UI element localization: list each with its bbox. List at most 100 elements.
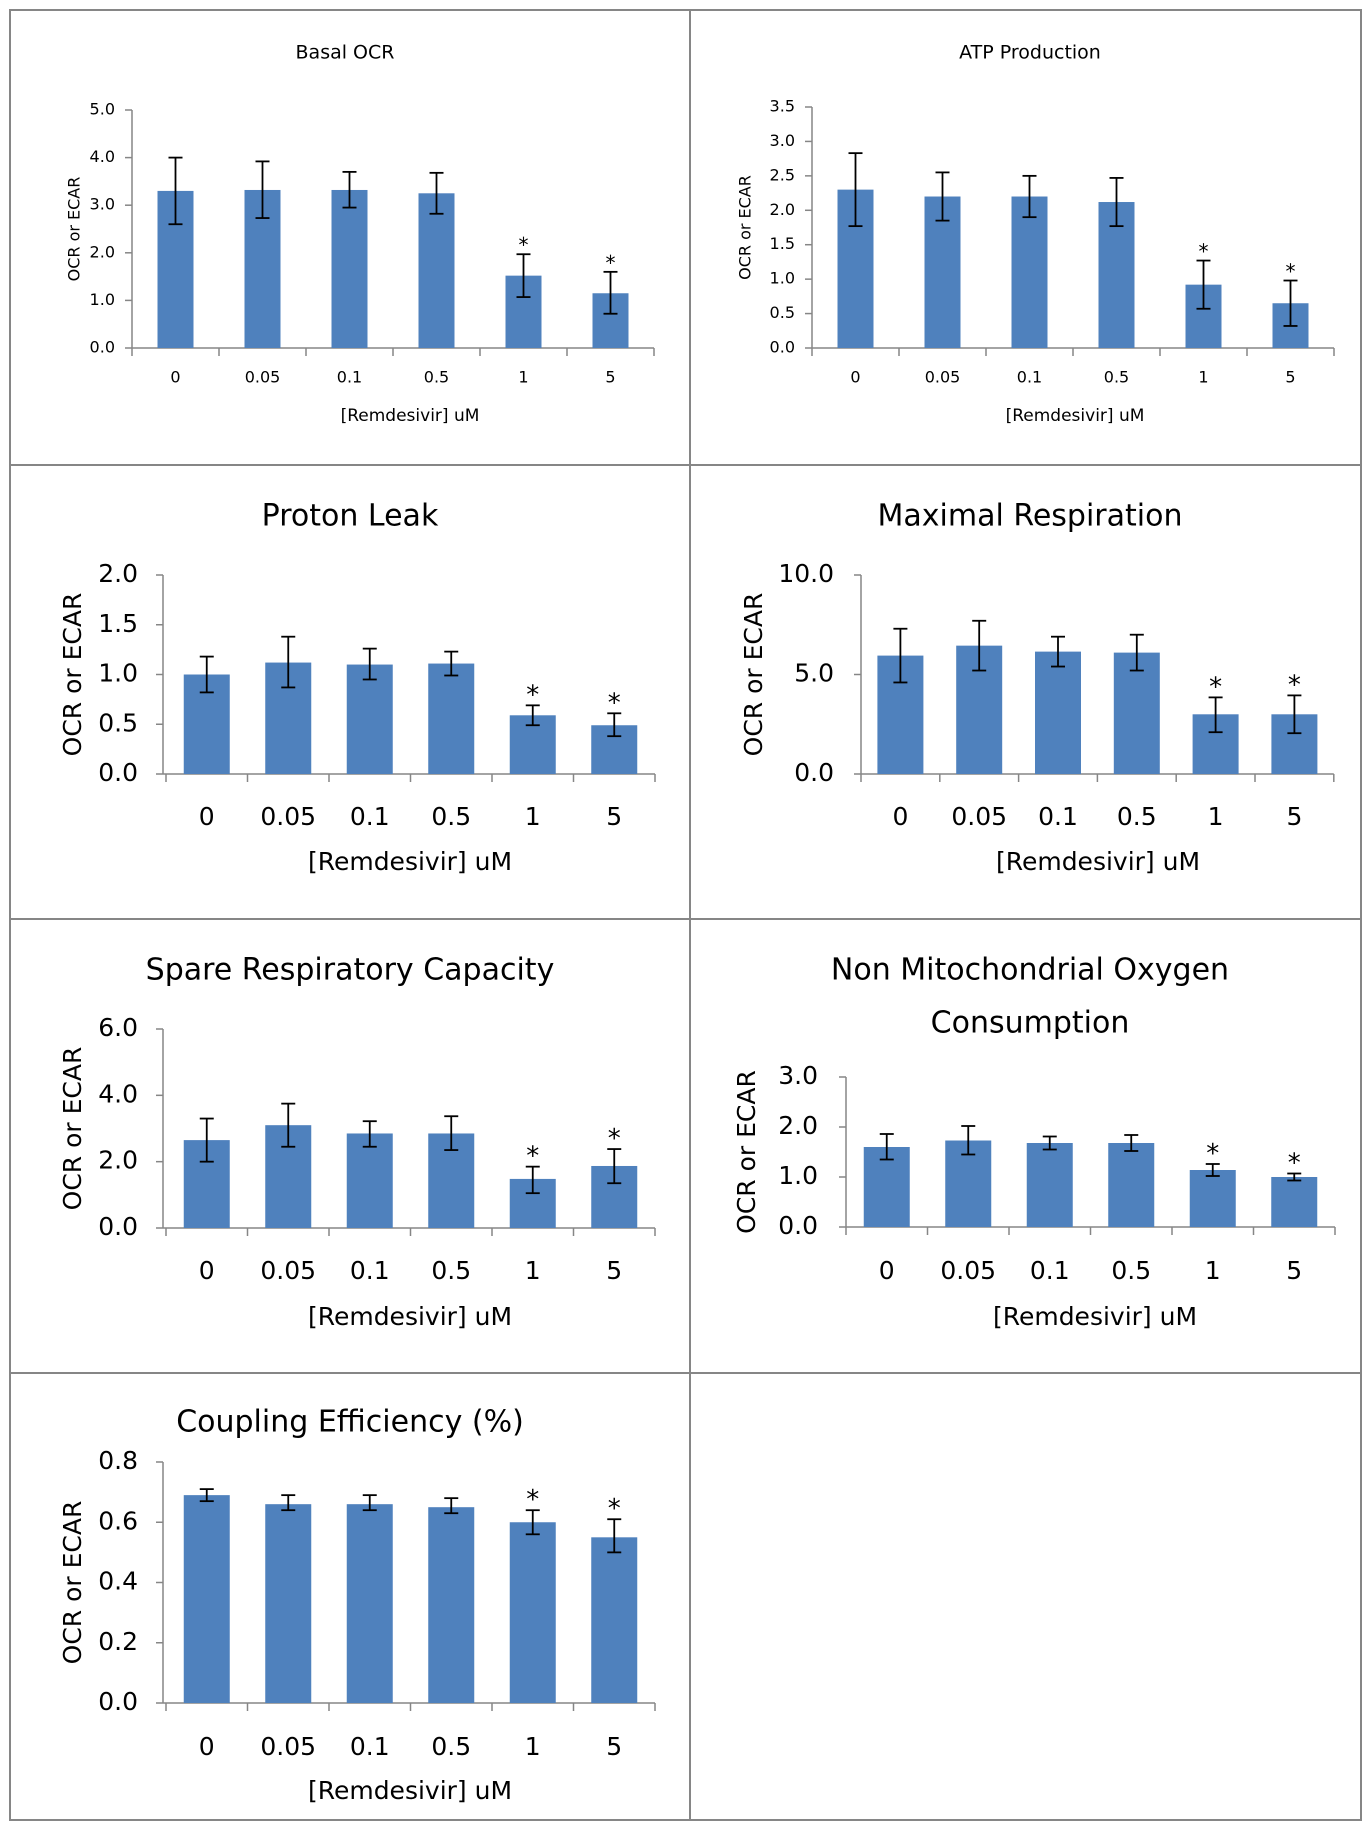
error-bar <box>1196 259 1211 310</box>
y-tick-label: 0.2 <box>98 1627 138 1656</box>
y-axis-label: OCR or ECAR <box>65 177 84 282</box>
chart-title: Basal OCR <box>296 42 395 64</box>
x-category-label: 0 <box>199 1732 215 1761</box>
x-category-label: 1 <box>525 802 541 831</box>
y-tick-label: 1.5 <box>770 234 795 253</box>
x-category-label: 1 <box>525 1256 541 1285</box>
error-bar <box>199 655 214 694</box>
significance-marker: * <box>526 1142 539 1172</box>
error-bar <box>525 704 540 727</box>
x-category-label: 0.5 <box>431 1732 471 1761</box>
x-category-label: 0.05 <box>940 1256 996 1285</box>
x-category-label: 0.05 <box>260 802 316 831</box>
y-tick-label: 3.0 <box>778 1061 818 1090</box>
error-bar <box>848 152 863 228</box>
x-category-label: 0 <box>170 368 180 387</box>
error-bar <box>525 1165 540 1195</box>
x-category-label: 5 <box>1286 802 1302 831</box>
y-tick-label: 2.0 <box>98 1146 138 1175</box>
y-tick-label: 4.0 <box>98 1079 138 1108</box>
x-category-label: 0 <box>850 368 860 387</box>
y-tick-label: 1.5 <box>98 609 138 638</box>
bar <box>591 1537 638 1703</box>
significance-marker: * <box>526 1485 539 1515</box>
x-axis-label: [Remdesivir] uM <box>308 1302 512 1331</box>
x-category-label: 5 <box>606 802 622 831</box>
y-tick-label: 0.5 <box>770 303 795 322</box>
chart-title-line-1: Non Mitochondrial Oxygen <box>831 953 1229 988</box>
y-tick-label: 6.0 <box>98 1013 138 1042</box>
y-tick-label: 3.5 <box>770 97 795 116</box>
significance-marker: * <box>608 688 621 718</box>
x-category-label: 0.1 <box>337 368 362 387</box>
significance-marker: * <box>1209 672 1222 702</box>
y-tick-label: 2.0 <box>778 1111 818 1140</box>
error-bar <box>607 1518 622 1554</box>
y-tick-label: 0.4 <box>98 1567 138 1596</box>
significance-marker: * <box>1288 1149 1301 1179</box>
chart-title: ATP Production <box>959 42 1101 64</box>
x-category-label: 5 <box>605 368 615 387</box>
error-bar <box>281 1102 296 1148</box>
error-bar <box>1208 696 1223 734</box>
x-category-label: 0.05 <box>951 802 1007 831</box>
chart-title-line-2: Consumption <box>931 1006 1130 1041</box>
x-category-label: 1 <box>1208 802 1224 831</box>
chart-proton-leak: Proton Leak 0.0 0.5 1.0 1.5 2.0 OCR or ECAR 0 0.… <box>58 499 656 876</box>
chart-title: Maximal Respiration <box>878 499 1183 534</box>
x-category-label: 1 <box>1198 368 1208 387</box>
y-tick-label: 2.0 <box>770 200 795 219</box>
y-tick-label: 10.0 <box>778 559 834 588</box>
error-bar <box>961 1125 976 1156</box>
y-tick-label: 0.0 <box>770 338 795 357</box>
x-category-label: 0.5 <box>1104 368 1129 387</box>
y-tick-label: 2.0 <box>98 559 138 588</box>
x-axis-label: [Remdesivir] uM <box>993 1302 1197 1331</box>
error-bar <box>444 650 459 677</box>
bar <box>1271 1177 1318 1227</box>
significance-marker: * <box>608 1124 621 1154</box>
significance-marker: * <box>606 251 616 275</box>
error-bar <box>607 712 622 738</box>
error-bar <box>1287 694 1302 735</box>
x-category-label: 0.5 <box>424 368 449 387</box>
y-tick-label: 0.5 <box>98 708 138 737</box>
y-tick-label: 0.8 <box>98 1446 138 1475</box>
error-bar <box>1051 635 1065 668</box>
chart-title: Proton Leak <box>262 499 439 534</box>
bar <box>428 1507 475 1703</box>
x-category-label: 5 <box>606 1732 622 1761</box>
significance-marker: * <box>526 680 539 710</box>
y-axis-label: OCR or ECAR <box>58 593 87 757</box>
error-bar <box>1129 633 1144 672</box>
chart-coupling-efficiency: Coupling Efficiency (%) 0.0 0.2 0.4 0.6 0.8 OC… <box>58 1405 656 1805</box>
error-bar <box>444 1497 459 1515</box>
bar <box>509 1522 556 1703</box>
error-bar <box>255 160 270 219</box>
error-bar <box>362 1120 377 1148</box>
error-bar <box>444 1115 459 1151</box>
error-bar <box>1109 177 1124 228</box>
bar <box>1113 652 1160 774</box>
y-axis-label: OCR or ECAR <box>739 593 768 757</box>
figure-border <box>9 9 1362 1821</box>
x-category-label: 5 <box>606 1256 622 1285</box>
x-axis-label: [Remdesivir] uM <box>308 1776 512 1805</box>
bar <box>1108 1143 1155 1227</box>
x-category-label: 0.5 <box>431 1256 471 1285</box>
error-bar <box>199 1488 214 1503</box>
chart-title: Spare Respiratory Capacity <box>146 953 555 988</box>
error-bar <box>1205 1163 1220 1177</box>
error-bar <box>199 1117 214 1163</box>
x-category-label: 1 <box>1205 1256 1221 1285</box>
chart-title: Coupling Efficiency (%) <box>176 1405 524 1440</box>
x-axis-label: [Remdesivir] uM <box>996 847 1200 876</box>
error-bar <box>603 270 618 315</box>
y-tick-label: 3.0 <box>90 195 115 214</box>
y-tick-label: 5.0 <box>90 100 115 119</box>
y-tick-label: 0.0 <box>778 1211 818 1240</box>
error-bar <box>281 1494 296 1512</box>
x-category-label: 0.1 <box>350 802 390 831</box>
x-category-label: 0.1 <box>350 1732 390 1761</box>
x-category-label: 0.05 <box>245 368 281 387</box>
